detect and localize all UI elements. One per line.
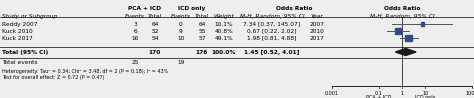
Text: PCA + ICD: PCA + ICD bbox=[128, 6, 162, 11]
Text: 54: 54 bbox=[151, 35, 159, 40]
Text: Total: Total bbox=[148, 14, 162, 19]
Text: 2007: 2007 bbox=[310, 21, 325, 26]
Text: Study or Subgroup: Study or Subgroup bbox=[2, 14, 57, 19]
Text: Heterogeneity: Tau² = 0.34; Chi² = 3.48, df = 2 (P = 0.18); I² = 43%: Heterogeneity: Tau² = 0.34; Chi² = 3.48,… bbox=[2, 69, 168, 74]
Text: Odds Ratio: Odds Ratio bbox=[276, 6, 313, 11]
Bar bbox=[395, 28, 401, 34]
Text: 100.0%: 100.0% bbox=[212, 49, 236, 54]
Bar bbox=[420, 22, 424, 26]
Text: PCA + ICD: PCA + ICD bbox=[366, 95, 392, 98]
Text: 64: 64 bbox=[198, 21, 206, 26]
Text: 3: 3 bbox=[133, 21, 137, 26]
Text: Total: Total bbox=[195, 14, 209, 19]
Text: 7.34 [0.37, 145.07]: 7.34 [0.37, 145.07] bbox=[244, 21, 301, 26]
Text: 2010: 2010 bbox=[310, 29, 324, 34]
Text: 10: 10 bbox=[422, 91, 428, 96]
Text: Year: Year bbox=[310, 14, 323, 19]
Text: 64: 64 bbox=[151, 21, 159, 26]
Text: 1000: 1000 bbox=[466, 91, 474, 96]
Text: 19: 19 bbox=[177, 60, 185, 65]
Text: 55: 55 bbox=[198, 29, 206, 34]
Text: 6: 6 bbox=[133, 29, 137, 34]
Text: ICD only: ICD only bbox=[415, 95, 436, 98]
Text: Kuck 2010: Kuck 2010 bbox=[2, 29, 33, 34]
Text: 52: 52 bbox=[151, 29, 159, 34]
Text: M-H, Random, 95% CI: M-H, Random, 95% CI bbox=[370, 14, 434, 19]
Text: Kuck 2017: Kuck 2017 bbox=[2, 35, 33, 40]
Text: 10.1%: 10.1% bbox=[215, 21, 233, 26]
Text: 16: 16 bbox=[131, 35, 138, 40]
Text: M-H, Random, 95% CI: M-H, Random, 95% CI bbox=[240, 14, 304, 19]
Text: Events: Events bbox=[125, 14, 145, 19]
Text: 0.67 [0.22, 2.02]: 0.67 [0.22, 2.02] bbox=[247, 29, 297, 34]
Text: 1.98 [0.81, 4.88]: 1.98 [0.81, 4.88] bbox=[247, 35, 297, 40]
Text: 1.45 [0.52, 4.01]: 1.45 [0.52, 4.01] bbox=[244, 49, 300, 54]
Text: Events: Events bbox=[171, 14, 191, 19]
Text: 0.001: 0.001 bbox=[325, 91, 339, 96]
Text: 25: 25 bbox=[131, 60, 139, 65]
Text: 57: 57 bbox=[198, 35, 206, 40]
Text: 170: 170 bbox=[149, 49, 161, 54]
Text: Test for overall effect: Z = 0.72 (P = 0.47): Test for overall effect: Z = 0.72 (P = 0… bbox=[2, 75, 104, 80]
Bar bbox=[405, 34, 412, 41]
Text: 10: 10 bbox=[177, 35, 185, 40]
Text: 2017: 2017 bbox=[310, 35, 324, 40]
Text: 0.1: 0.1 bbox=[375, 91, 383, 96]
Text: Odds Ratio: Odds Ratio bbox=[384, 6, 420, 11]
Text: 0: 0 bbox=[179, 21, 183, 26]
Text: ICD only: ICD only bbox=[178, 6, 205, 11]
Text: Weight: Weight bbox=[214, 14, 234, 19]
Text: 40.8%: 40.8% bbox=[215, 29, 233, 34]
Polygon shape bbox=[395, 49, 416, 55]
Text: Total (95% CI): Total (95% CI) bbox=[2, 49, 48, 54]
Text: 176: 176 bbox=[196, 49, 208, 54]
Text: 1: 1 bbox=[401, 91, 403, 96]
Text: 49.1%: 49.1% bbox=[215, 35, 233, 40]
Text: 9: 9 bbox=[179, 29, 183, 34]
Text: Reddy 2007: Reddy 2007 bbox=[2, 21, 37, 26]
Text: Total events: Total events bbox=[2, 60, 37, 65]
